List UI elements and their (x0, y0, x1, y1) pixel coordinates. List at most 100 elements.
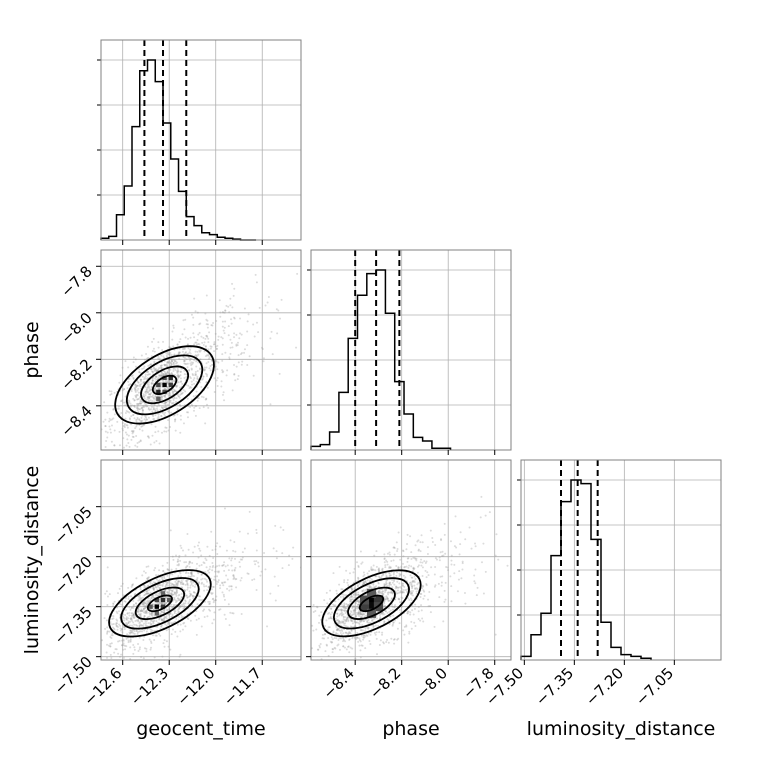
scatter-point (176, 582, 179, 585)
scatter-point (429, 611, 432, 614)
scatter-point (189, 572, 192, 575)
scatter-point (186, 343, 189, 346)
scatter-point (189, 619, 192, 622)
scatter-point (282, 528, 285, 531)
scatter-point (222, 593, 225, 596)
scatter-point (196, 354, 199, 357)
scatter-point (160, 602, 163, 605)
scatter-point (144, 415, 147, 418)
panel-frame-luminosity_distance (520, 459, 722, 661)
scatter-point (189, 352, 192, 355)
scatter-point (127, 586, 130, 589)
scatter-point (138, 624, 141, 627)
scatter-point (375, 575, 378, 578)
scatter-point (132, 614, 135, 617)
scatter-point (177, 560, 180, 563)
scatter-point (175, 588, 178, 591)
scatter-point (176, 600, 179, 603)
scatter-point (119, 655, 122, 658)
scatter-point (135, 602, 138, 605)
scatter-point (103, 617, 106, 620)
scatter-point (151, 370, 154, 373)
scatter-point (399, 601, 402, 604)
scatter-point (339, 632, 342, 635)
scatter-point (105, 590, 108, 593)
scatter-point (214, 332, 217, 335)
scatter-point (396, 547, 399, 550)
scatter-point (217, 570, 220, 573)
scatter-point (192, 597, 195, 600)
scatter-point (149, 399, 152, 402)
scatter-point (271, 353, 274, 356)
scatter-point (167, 645, 170, 648)
scatter-point (431, 537, 434, 540)
scatter-point (154, 425, 157, 428)
scatter-point (231, 569, 234, 572)
scatter-point (148, 615, 151, 618)
scatter-point (212, 618, 215, 621)
scatter-point (377, 591, 380, 594)
scatter-point (217, 338, 220, 341)
scatter-point (214, 345, 217, 348)
scatter-point (350, 600, 353, 603)
scatter-point (122, 648, 125, 651)
scatter-point (347, 632, 350, 635)
scatter-point (336, 612, 339, 615)
scatter-point (198, 350, 201, 353)
scatter-point (169, 648, 172, 651)
scatter-point (354, 608, 357, 611)
scatter-point (388, 566, 391, 569)
scatter-point (176, 361, 179, 364)
scatter-point (221, 320, 224, 323)
scatter-point (179, 338, 182, 341)
scatter-point (118, 444, 121, 447)
scatter-point (395, 585, 398, 588)
scatter-point (104, 425, 107, 428)
scatter-point (361, 644, 364, 647)
scatter-point (192, 591, 195, 594)
scatter-point (131, 615, 134, 618)
scatter-point (143, 616, 146, 619)
scatter-point (113, 391, 116, 394)
scatter-point (166, 351, 169, 354)
scatter-point (221, 564, 224, 567)
scatter-point (142, 603, 145, 606)
scatter-point (174, 418, 177, 421)
scatter-point (172, 392, 175, 395)
scatter-point (151, 379, 154, 382)
scatter-point (240, 352, 243, 355)
scatter-point (137, 387, 140, 390)
scatter-point (106, 632, 109, 635)
scatter-point (408, 581, 411, 584)
scatter-point (257, 565, 260, 568)
scatter-point (358, 644, 361, 647)
scatter-point (387, 593, 390, 596)
scatter-point (120, 411, 123, 414)
scatter-point (152, 605, 155, 608)
scatter-point (407, 641, 410, 644)
scatter-point (388, 553, 391, 556)
scatter-point (160, 415, 163, 418)
scatter-point (179, 605, 182, 608)
scatter-point (154, 593, 157, 596)
scatter-point (383, 602, 386, 605)
scatter-point (172, 605, 175, 608)
scatter-point (144, 610, 147, 613)
scatter-point (156, 409, 159, 412)
scatter-point (87, 427, 89, 429)
scatter-point (157, 355, 160, 358)
scatter-point (148, 611, 151, 614)
scatter-point (175, 584, 178, 587)
scatter-point (212, 601, 215, 604)
scatter-point (211, 622, 214, 625)
scatter-point (335, 619, 338, 622)
scatter-point (351, 605, 354, 608)
density-cell (366, 608, 377, 618)
scatter-point (148, 397, 151, 400)
scatter-point (148, 385, 151, 388)
scatter-point (255, 589, 258, 592)
scatter-point (182, 622, 185, 625)
scatter-point (336, 628, 339, 631)
scatter-point (149, 591, 152, 594)
scatter-point (171, 359, 174, 362)
